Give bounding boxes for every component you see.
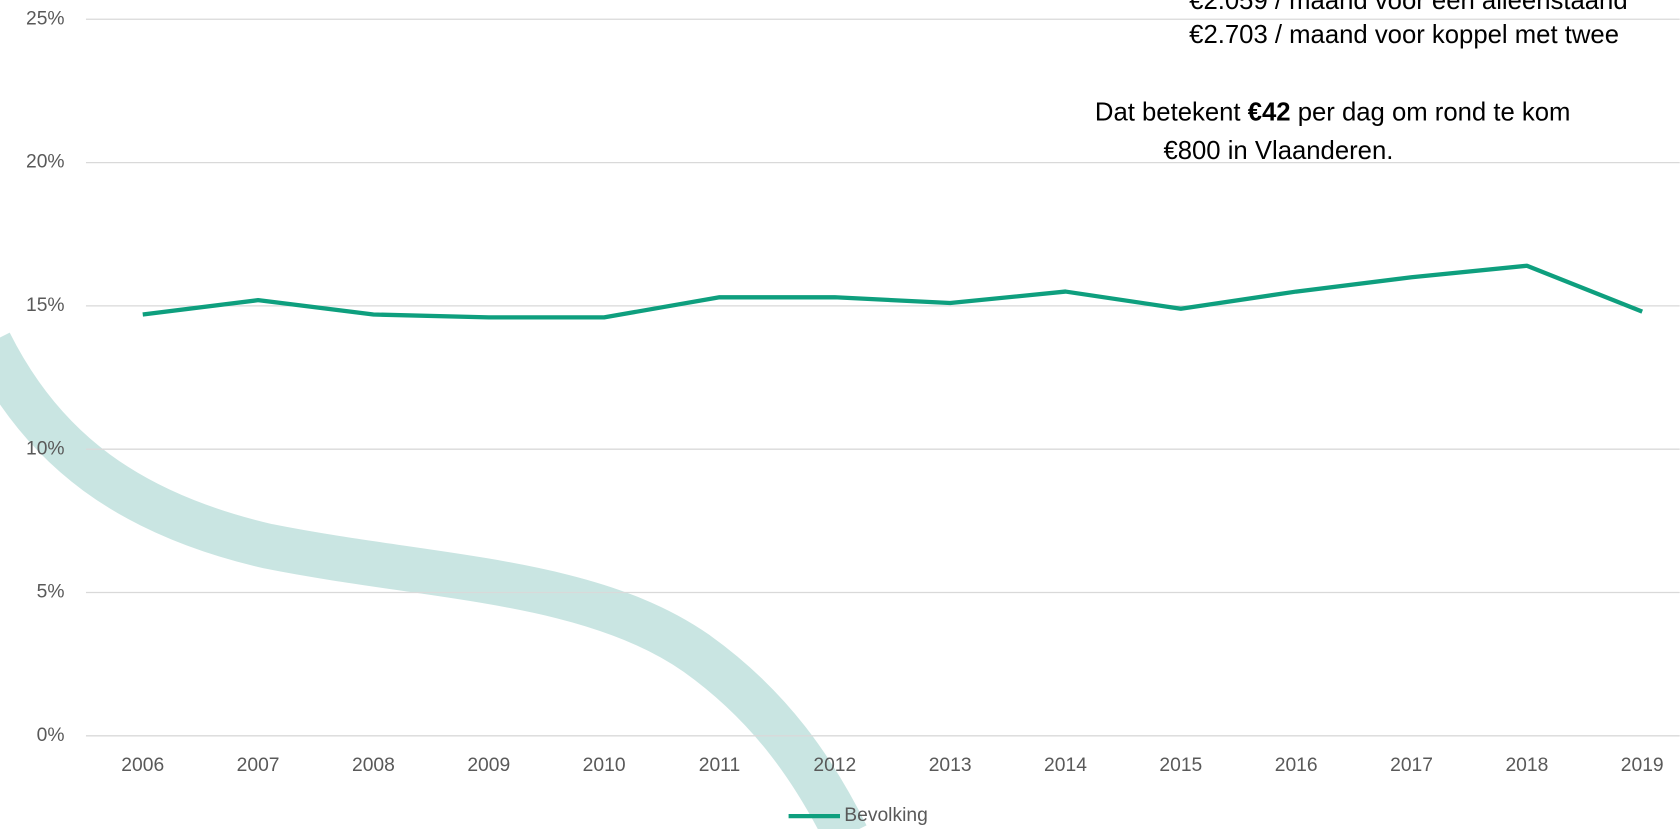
x-tick-label: 2014 [1044, 755, 1087, 776]
note-line: Dat betekent €42 per dag om rond te kom [1095, 98, 1571, 126]
y-tick-label: 20% [26, 152, 65, 173]
note-text: per dag om rond te kom [1291, 98, 1571, 126]
note-text: Dat betekent [1095, 98, 1248, 126]
note-line: €2.703 / maand voor koppel met twee [1189, 21, 1619, 49]
y-tick-label: 5% [37, 582, 65, 603]
x-tick-label: 2007 [237, 755, 280, 776]
y-tick-label: 15% [26, 295, 65, 316]
legend-label: Bevolking [844, 805, 928, 826]
x-tick-label: 2013 [929, 755, 972, 776]
y-tick-label: 0% [37, 725, 65, 746]
x-tick-label: 2018 [1505, 755, 1548, 776]
decorative-swoosh [0, 332, 867, 829]
note-line: €2.059 / maand voor een alleenstaand [1189, 0, 1627, 15]
note-bold: €42 [1248, 98, 1291, 126]
y-tick-label: 10% [26, 438, 65, 459]
x-tick-label: 2015 [1159, 755, 1202, 776]
x-tick-label: 2017 [1390, 755, 1433, 776]
x-tick-label: 2008 [352, 755, 395, 776]
data-line [142, 263, 1644, 320]
x-tick-label: 2011 [699, 755, 740, 776]
x-tick-label: 2016 [1275, 755, 1318, 776]
y-tick-label: 25% [26, 8, 65, 29]
grid: 0% 5% 10% 15% 20% 25% 2006 2007 2008 2009 2010 2011… [26, 8, 1680, 776]
x-tick-label: 2019 [1621, 755, 1664, 776]
x-tick-label: 2009 [467, 755, 510, 776]
x-tick-label: 2006 [121, 755, 164, 776]
x-tick-label: 2012 [813, 755, 856, 776]
x-tick-label: 2010 [583, 755, 626, 776]
plot: Bevolking [142, 263, 1644, 826]
note-line: €800 in Vlaanderen. [1163, 137, 1393, 165]
